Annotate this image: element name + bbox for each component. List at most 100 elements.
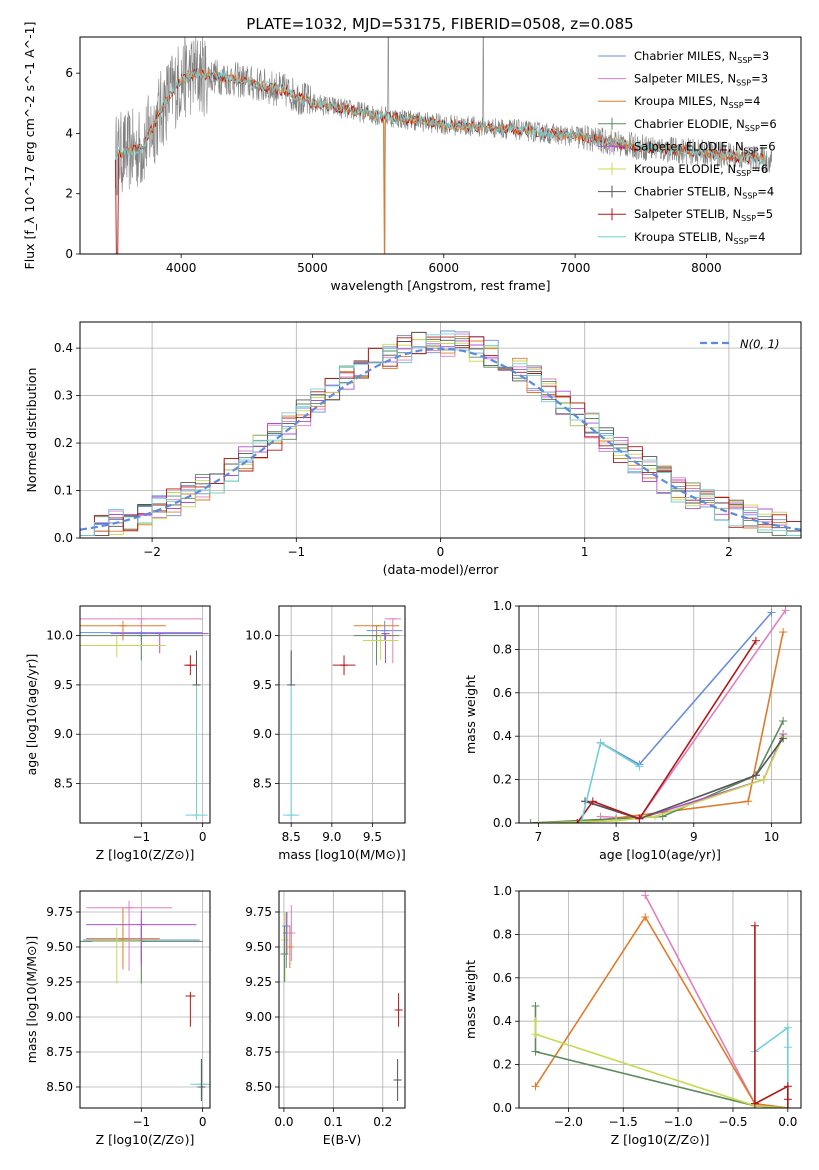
- y-tick-label: 8.5: [253, 777, 272, 791]
- y-tick-label: 9.00: [245, 1010, 272, 1024]
- x-tick-label: 8: [612, 830, 620, 844]
- x-tick-label: −1: [287, 545, 305, 559]
- plot-area: [80, 330, 801, 537]
- panel-mass_vs_Z: −1 0 8.50 8.75 9.00 9.25 9.50 9.75 Z [log10(Z/Z⊙…: [24, 890, 211, 1147]
- y-tick-label: 1.0: [493, 884, 512, 898]
- y-tick-label: 0.6: [493, 686, 512, 700]
- legend-label: Salpeter STELIB, NSSP=5: [634, 207, 773, 223]
- y-tick-label: 0.6: [493, 971, 512, 985]
- panel-age_vs_mass: 8.5 9.0 9.5 8.5 9.0 9.5 10.0 mass [log10(M/M⊙)]: [245, 605, 406, 862]
- x-tick-label: 9.5: [363, 830, 382, 844]
- x-tick-label: −2: [143, 545, 161, 559]
- y-tick-label: 0.4: [54, 341, 73, 355]
- y-axis-label: mass weight: [463, 960, 478, 1039]
- y-tick-label: 0.3: [54, 389, 73, 403]
- y-tick-label: 0.8: [493, 642, 512, 656]
- x-tick-label: 0: [199, 830, 207, 844]
- mass-weight-line: [754, 1026, 789, 1108]
- y-axis-label: Normed distribution: [24, 368, 39, 493]
- x-tick-label: 10: [764, 830, 779, 844]
- x-axis-label: wavelength [Angstrom, rest frame]: [330, 278, 550, 293]
- x-tick-label: 7: [535, 830, 543, 844]
- plot-area: [80, 900, 210, 1101]
- y-tick-label: 0.4: [493, 1014, 512, 1028]
- mass-weight-line: [577, 631, 784, 823]
- x-tick-label: 4000: [166, 261, 197, 275]
- x-tick-label: −1.5: [609, 1115, 638, 1129]
- x-tick-label: −0.5: [718, 1115, 747, 1129]
- plot-area: [280, 905, 403, 1101]
- observed-spectrum: [115, 37, 773, 254]
- residual-histogram-4: [80, 340, 801, 537]
- panel-mass_vs_ebv: 0.0 0.1 0.2 8.50 8.75 9.00 9.25 9.50 9.75 E(B-V): [245, 890, 406, 1147]
- x-tick-label: 0.0: [778, 1115, 797, 1129]
- legend-label: Chabrier MILES, NSSP=3: [634, 49, 769, 65]
- y-tick-label: 6: [65, 66, 73, 80]
- axes-frame: [278, 890, 406, 1109]
- y-tick-label: 0.0: [493, 1101, 512, 1115]
- x-axis-label: Z [log10(Z/Z⊙)]: [96, 1132, 195, 1147]
- legend-label: Kroupa MILES, NSSP=4: [634, 94, 760, 110]
- plot-area: [80, 618, 209, 821]
- legend-label: Chabrier ELODIE, NSSP=6: [634, 117, 777, 133]
- y-tick-label: 0.1: [54, 484, 73, 498]
- y-tick-label: 0.2: [493, 773, 512, 787]
- legend-label: Kroupa STELIB, NSSP=4: [634, 230, 765, 246]
- y-tick-label: 9.25: [46, 975, 73, 989]
- x-tick-label: −2.0: [554, 1115, 583, 1129]
- y-axis-label: age [log10(age/yr)]: [24, 654, 39, 776]
- x-tick-label: 9.0: [322, 830, 341, 844]
- x-tick-label: −1.0: [664, 1115, 693, 1129]
- y-tick-label: 9.50: [245, 940, 272, 954]
- y-tick-label: 0.0: [54, 531, 73, 545]
- axes-frame: [518, 605, 802, 824]
- y-tick-label: 0.4: [493, 729, 512, 743]
- axes-frame: [79, 36, 802, 255]
- model-spectrum-8: [115, 69, 766, 165]
- model-spectrum-2: [115, 69, 766, 254]
- panel-mw_vs_Z: −2.0 −1.5 −1.0 −0.5 0.0 0.0 0.2 0.4 0.6 0.8 1.0 Z […: [463, 884, 802, 1147]
- x-tick-label: 0.1: [324, 1115, 343, 1129]
- x-tick-label: 2: [725, 545, 733, 559]
- axes-frame: [79, 605, 211, 824]
- y-tick-label: 9.5: [253, 678, 272, 692]
- axes-frame: [278, 605, 406, 824]
- x-tick-label: 0: [437, 545, 445, 559]
- y-tick-label: 8.75: [245, 1045, 272, 1059]
- y-tick-label: 8.50: [46, 1080, 73, 1094]
- panel-age_vs_Z: −1 0 8.5 9.0 9.5 10.0 Z [log10(Z/Z⊙)] age [log1…: [24, 605, 211, 862]
- mass-weight-line: [600, 611, 773, 766]
- mass-weight-line: [534, 915, 788, 1108]
- legend-label: Chabrier STELIB, NSSP=4: [634, 185, 774, 201]
- y-tick-label: 0.2: [54, 436, 73, 450]
- y-tick-label: 9.00: [46, 1010, 73, 1024]
- legend-label: Salpeter MILES, NSSP=3: [634, 72, 768, 88]
- y-tick-label: 9.5: [54, 678, 73, 692]
- gaussian-curve: [80, 347, 801, 531]
- x-axis-label: Z [log10(Z/Z⊙)]: [96, 847, 195, 862]
- y-tick-label: 2: [65, 187, 73, 201]
- y-tick-label: 8.50: [245, 1080, 272, 1094]
- y-axis-label: mass [log10(M/M⊙)]: [24, 936, 39, 1064]
- x-axis-label: Z [log10(Z/Z⊙)]: [611, 1132, 710, 1147]
- y-tick-label: 0.0: [493, 816, 512, 830]
- x-tick-label: 5000: [297, 261, 328, 275]
- mass-weight-line: [534, 1021, 788, 1108]
- mass-weight-line: [754, 925, 789, 1108]
- residual-histogram-8: [80, 333, 801, 537]
- x-axis-label: age [log10(age/yr)]: [599, 847, 721, 862]
- y-tick-label: 0.2: [493, 1058, 512, 1072]
- x-tick-label: 0: [199, 1115, 207, 1129]
- residual-histogram-2: [80, 332, 801, 537]
- y-tick-label: 10.0: [46, 629, 73, 643]
- legend: Chabrier MILES, NSSP=3 Salpeter MILES, NS…: [598, 49, 777, 246]
- residual-histogram-5: [80, 339, 801, 537]
- mass-weight-line: [576, 640, 757, 823]
- x-axis-label: (data-model)/error: [383, 562, 500, 577]
- x-axis-label: E(B-V): [323, 1132, 362, 1147]
- mass-weight-line: [600, 609, 787, 820]
- mass-weight-line: [584, 737, 784, 820]
- x-tick-label: 1: [581, 545, 589, 559]
- axes-frame: [518, 890, 802, 1109]
- y-axis-label: mass weight: [463, 675, 478, 754]
